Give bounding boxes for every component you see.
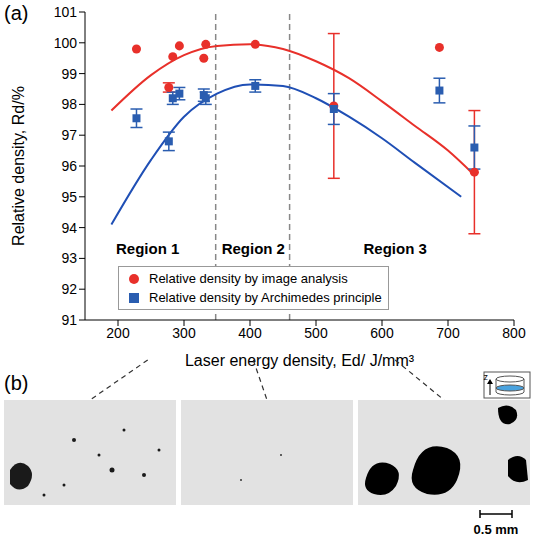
svg-text:Relative density, Rd/%: Relative density, Rd/% — [10, 86, 27, 246]
svg-text:100: 100 — [54, 35, 78, 51]
svg-text:91: 91 — [61, 312, 77, 328]
svg-text:94: 94 — [61, 220, 77, 236]
svg-text:400: 400 — [238, 325, 262, 341]
svg-text:101: 101 — [54, 4, 78, 20]
html-text:(b): (b) — [4, 372, 29, 394]
svg-text:Region 3: Region 3 — [364, 240, 427, 257]
svg-text:Region 1: Region 1 — [116, 240, 179, 257]
svg-text:92: 92 — [61, 281, 77, 297]
svg-text:97: 97 — [61, 127, 77, 143]
svg-text:200: 200 — [106, 325, 130, 341]
svg-text:700: 700 — [436, 325, 460, 341]
svg-text:96: 96 — [61, 158, 77, 174]
html-text:Relative density by Archimedes: Relative density by Archimedes principle — [149, 290, 382, 306]
html-text:(a): (a) — [4, 2, 29, 24]
svg-text:300: 300 — [172, 325, 196, 341]
svg-text:95: 95 — [61, 189, 77, 205]
svg-text:93: 93 — [61, 250, 77, 266]
svg-text:600: 600 — [370, 325, 394, 341]
svg-text:800: 800 — [502, 325, 526, 341]
svg-text:99: 99 — [61, 66, 77, 82]
svg-text:Laser energy density, Ed/ J/mm: Laser energy density, Ed/ J/mm³ — [185, 352, 415, 369]
svg-text:500: 500 — [304, 325, 328, 341]
svg-text:z: z — [484, 372, 489, 382]
svg-text:Region 2: Region 2 — [222, 240, 285, 257]
svg-text:98: 98 — [61, 96, 77, 112]
html-text:Relative density by image anal: Relative density by image analysis — [149, 271, 348, 287]
svg-text:0.5 mm: 0.5 mm — [474, 522, 519, 537]
